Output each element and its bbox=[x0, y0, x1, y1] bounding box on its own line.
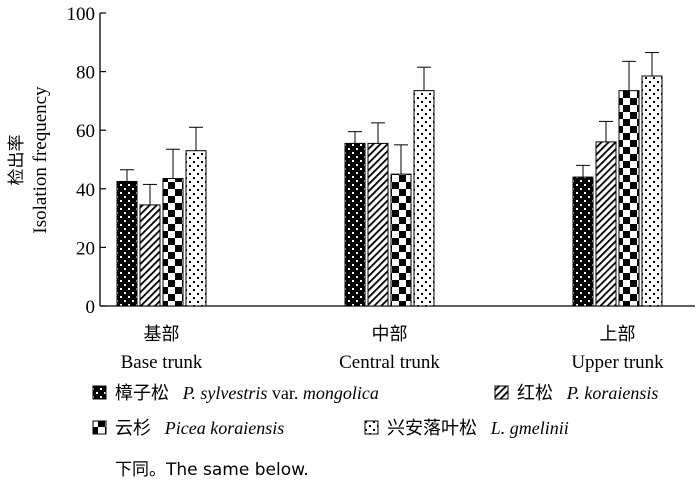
legend-label-0: 樟子松 P. sylvestris var. mongolica bbox=[115, 383, 379, 404]
bar-2-1 bbox=[390, 173, 412, 307]
legend-swatch-0 bbox=[92, 385, 107, 400]
bar-2-0 bbox=[162, 178, 184, 307]
x-axis-labels: 基部 Base trunk 中部 Central trunk 上部 Upper trunk bbox=[121, 324, 665, 373]
bar-3-0 bbox=[185, 150, 207, 307]
legend-label-2: 云杉 Picea koraiensis bbox=[115, 418, 284, 439]
bar-2-2 bbox=[618, 90, 640, 307]
y-tick-label: 60 bbox=[76, 121, 95, 142]
chart-note: 下同。The same below. bbox=[115, 460, 309, 480]
bar-3-1 bbox=[413, 90, 435, 307]
x-tick-label-cn: 上部 bbox=[600, 324, 636, 345]
legend-swatch-2 bbox=[92, 420, 107, 435]
bar-1-2 bbox=[595, 141, 617, 307]
y-axis-label-cn: 检出率 bbox=[7, 135, 27, 186]
y-tick-label: 0 bbox=[86, 297, 96, 318]
x-tick-label-cn: 基部 bbox=[144, 324, 180, 345]
y-tick-label: 20 bbox=[76, 238, 95, 259]
bar-1-0 bbox=[139, 204, 161, 307]
y-tick-label: 80 bbox=[76, 63, 95, 84]
bar-3-2 bbox=[641, 75, 663, 307]
bar-1-1 bbox=[367, 142, 389, 307]
legend-swatch-3 bbox=[364, 420, 379, 435]
chart-bars bbox=[116, 52, 663, 307]
y-axis-label-en: Isolation frequency bbox=[30, 86, 51, 234]
x-tick-label-en: Central trunk bbox=[339, 352, 440, 373]
x-tick-label-en: Upper trunk bbox=[571, 352, 664, 373]
x-tick-label-cn: 中部 bbox=[372, 324, 408, 345]
bar-0-0 bbox=[116, 180, 138, 307]
y-tick-label: 40 bbox=[76, 180, 95, 201]
bar-0-2 bbox=[572, 176, 594, 307]
legend-label-3: 兴安落叶松 L. gmelinii bbox=[387, 418, 569, 439]
bar-0-1 bbox=[344, 142, 366, 307]
legend: 樟子松 P. sylvestris var. mongolica 红松 P. ko… bbox=[92, 383, 658, 439]
x-tick-label-en: Base trunk bbox=[121, 352, 203, 373]
y-tick-label: 100 bbox=[67, 4, 96, 25]
legend-swatch-1 bbox=[494, 385, 509, 400]
legend-label-1: 红松 P. koraiensis bbox=[517, 383, 658, 404]
